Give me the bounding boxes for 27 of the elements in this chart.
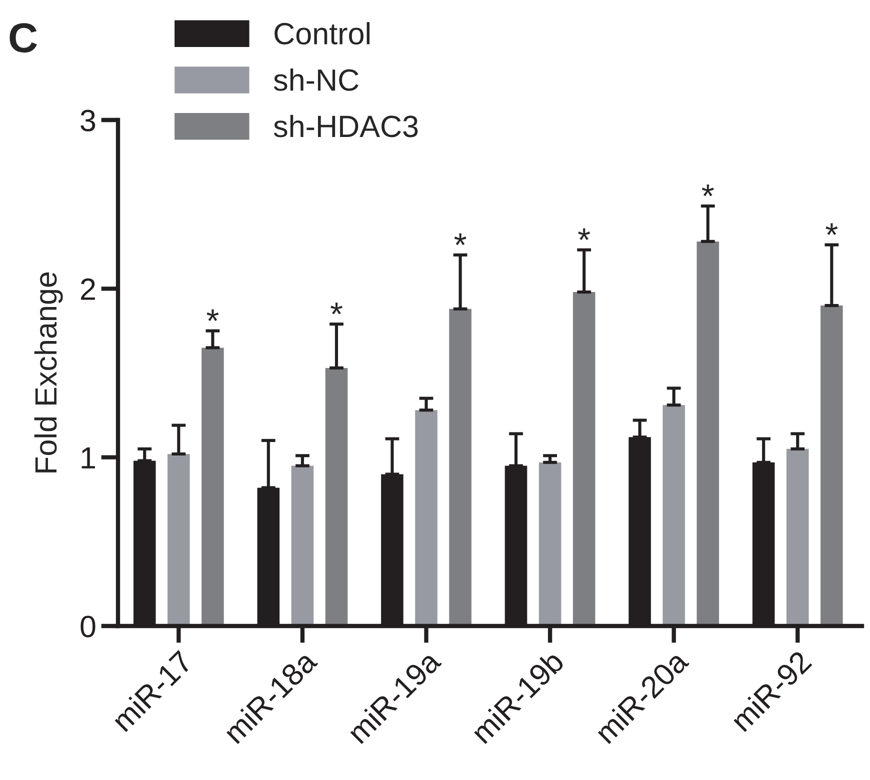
y-tick-label: 2 xyxy=(81,278,95,300)
y-tick-label: 0 xyxy=(80,616,96,638)
bar xyxy=(168,454,190,626)
legend-label: sh-NC xyxy=(274,68,358,91)
legend-label: sh-HDAC3 xyxy=(274,114,418,138)
bar xyxy=(538,462,562,626)
bar xyxy=(202,348,224,626)
annotation: * xyxy=(454,233,466,246)
bar xyxy=(325,368,348,626)
y-tick-label: 1 xyxy=(82,447,95,468)
y-tick-label: 3 xyxy=(80,110,96,132)
bar xyxy=(415,410,438,626)
bar xyxy=(786,448,809,626)
bar xyxy=(820,306,843,626)
annotation: * xyxy=(206,309,219,322)
annotation: * xyxy=(330,302,342,314)
annotation: * xyxy=(578,228,590,240)
bar xyxy=(291,466,314,626)
annotation: * xyxy=(826,223,838,235)
bar xyxy=(572,292,596,626)
bar xyxy=(662,405,685,626)
y-axis-title: Fold Exchange xyxy=(34,272,63,472)
text: C xyxy=(10,23,37,53)
legend-label: Control xyxy=(274,22,370,45)
bar xyxy=(696,241,720,626)
annotation: * xyxy=(702,184,714,196)
bar xyxy=(449,308,472,626)
